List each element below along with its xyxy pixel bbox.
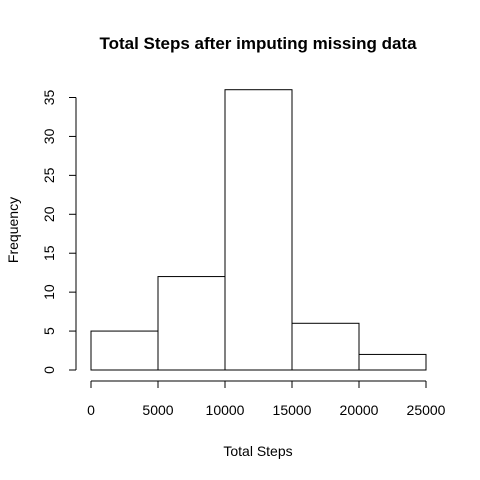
y-tick-label-0: 0 bbox=[41, 366, 57, 374]
y-axis: 0 5 10 15 20 25 30 35 bbox=[41, 90, 77, 374]
x-tick-label-5: 25000 bbox=[407, 402, 446, 418]
x-tick-label-0: 0 bbox=[87, 402, 95, 418]
histogram-bar-4 bbox=[358, 353, 427, 371]
y-tick-label-7: 35 bbox=[41, 90, 57, 106]
y-axis-label: Frequency bbox=[5, 197, 21, 263]
y-tick-label-2: 10 bbox=[41, 284, 57, 300]
chart-title: Total Steps after imputing missing data bbox=[99, 34, 417, 53]
x-axis: 0 5000 10000 15000 20000 25000 bbox=[87, 380, 446, 418]
bars-group bbox=[90, 89, 427, 371]
y-tick-label-4: 20 bbox=[41, 206, 57, 222]
y-tick-label-3: 15 bbox=[41, 245, 57, 261]
histogram-bar-0 bbox=[90, 330, 159, 371]
histogram-bar-2 bbox=[224, 89, 293, 371]
x-tick-label-1: 5000 bbox=[142, 402, 173, 418]
y-tick-label-5: 25 bbox=[41, 167, 57, 183]
histogram-bar-1 bbox=[157, 276, 226, 371]
y-tick-label-6: 30 bbox=[41, 128, 57, 144]
histogram-bar-3 bbox=[291, 322, 360, 371]
x-tick-label-3: 15000 bbox=[273, 402, 312, 418]
y-tick-label-1: 5 bbox=[41, 327, 57, 335]
x-tick-label-2: 10000 bbox=[206, 402, 245, 418]
x-tick-label-4: 20000 bbox=[340, 402, 379, 418]
x-axis-label: Total Steps bbox=[223, 443, 292, 459]
